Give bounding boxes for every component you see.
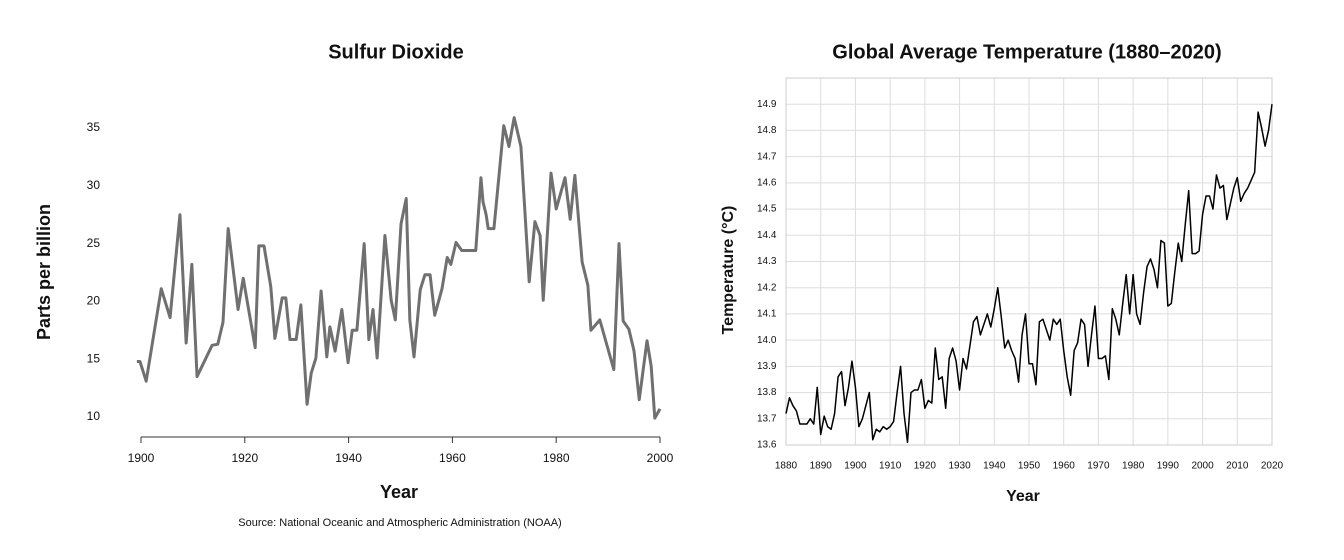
y-tick-label: 10: [87, 409, 101, 423]
x-tick-label: 1900: [128, 451, 155, 465]
y-tick-label: 35: [87, 120, 101, 134]
data-line: [136, 116, 662, 420]
x-tick-label: 1880: [775, 461, 798, 472]
y-tick-label: 20: [87, 294, 101, 308]
x-tick-label: 1960: [1053, 461, 1076, 472]
y-axis-label: Parts per billion: [34, 204, 54, 340]
x-tick-label: 1910: [879, 461, 902, 472]
y-tick-label: 30: [87, 178, 101, 192]
y-tick-label: 14.4: [757, 230, 777, 241]
y-tick-label: 13.9: [757, 361, 777, 372]
x-tick-label: 1920: [914, 461, 937, 472]
x-tick-label: 2000: [647, 451, 674, 465]
x-tick-label: 2000: [1191, 461, 1214, 472]
x-tick-label: 1940: [335, 451, 362, 465]
chart-title: Sulfur Dioxide: [328, 41, 464, 63]
x-axis-label: Year: [1006, 488, 1040, 505]
y-tick-label: 14.5: [757, 204, 777, 215]
y-tick-label: 14.2: [757, 282, 777, 293]
y-tick-label: 14.1: [757, 309, 777, 320]
x-tick-label: 1900: [844, 461, 867, 472]
y-tick-label: 14.6: [757, 177, 777, 188]
y-tick-label: 14.9: [757, 99, 777, 110]
chart-title: Global Average Temperature (1880–2020): [832, 41, 1221, 63]
x-tick-label: 2020: [1261, 461, 1284, 472]
x-tick-label: 1990: [1157, 461, 1180, 472]
y-tick-label: 13.7: [757, 413, 777, 424]
y-tick-label: 14.8: [757, 125, 777, 136]
source-note: Source: National Oceanic and Atmospheric…: [238, 517, 561, 529]
x-tick-label: 1930: [948, 461, 971, 472]
x-tick-label: 1980: [543, 451, 570, 465]
x-tick-label: 2010: [1226, 461, 1249, 472]
y-tick-label: 14.7: [757, 151, 777, 162]
y-tick-label: 15: [87, 351, 101, 365]
y-tick-label: 13.6: [757, 440, 777, 451]
x-axis-label: Year: [380, 482, 418, 502]
y-tick-label: 25: [87, 236, 101, 250]
x-tick-label: 1940: [983, 461, 1006, 472]
x-tick-label: 1970: [1087, 461, 1110, 472]
x-tick-label: 1980: [1122, 461, 1145, 472]
x-tick-label: 1950: [1018, 461, 1041, 472]
y-tick-label: 14.0: [757, 335, 777, 346]
x-tick-label: 1960: [439, 451, 466, 465]
x-tick-label: 1920: [231, 451, 258, 465]
data-line: [785, 104, 1273, 444]
x-tick-label: 1890: [810, 461, 833, 472]
plot-frame: [785, 77, 1273, 446]
y-tick-label: 13.8: [757, 387, 777, 398]
y-tick-label: 14.3: [757, 256, 777, 267]
y-axis-label: Temperature (°C): [720, 206, 737, 335]
